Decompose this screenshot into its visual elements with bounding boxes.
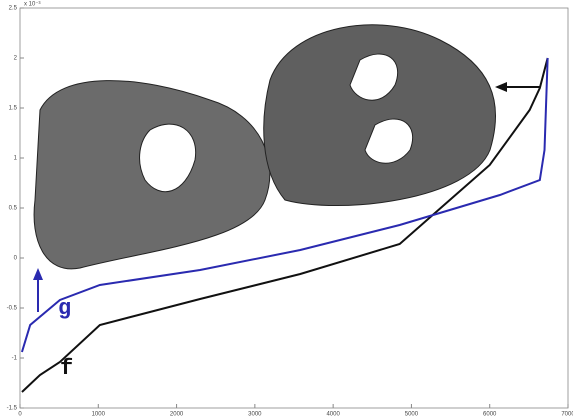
x-tick-label: 3000 — [248, 412, 262, 418]
exponent-label: x 10⁻³ — [24, 2, 41, 8]
y-tick-label: -1.5 — [7, 406, 18, 412]
chart: x 10⁻³ g f 01000200030004000500060007000… — [0, 0, 573, 418]
y-tick-label: 1 — [14, 156, 18, 162]
surface-right — [264, 25, 496, 206]
arrow-f — [495, 82, 540, 92]
y-tick-label: 0 — [14, 256, 18, 262]
x-tick-label: 7000 — [561, 412, 573, 418]
y-tick-label: -0.5 — [7, 306, 18, 312]
surface-left — [34, 81, 270, 269]
x-tick-label: 1000 — [92, 412, 106, 418]
y-tick-label: 1.5 — [9, 106, 18, 112]
x-tick-label: 0 — [18, 412, 22, 418]
x-tick-label: 4000 — [326, 412, 340, 418]
y-tick-label: 0.5 — [9, 206, 18, 212]
x-tick-label: 6000 — [483, 412, 497, 418]
y-tick-label: -1 — [12, 356, 18, 362]
y-tick-label: 2.5 — [9, 6, 18, 12]
x-tick-label: 5000 — [405, 412, 419, 418]
y-tick-label: 2 — [14, 56, 18, 62]
x-tick-label: 2000 — [170, 412, 184, 418]
arrow-g — [33, 268, 43, 312]
